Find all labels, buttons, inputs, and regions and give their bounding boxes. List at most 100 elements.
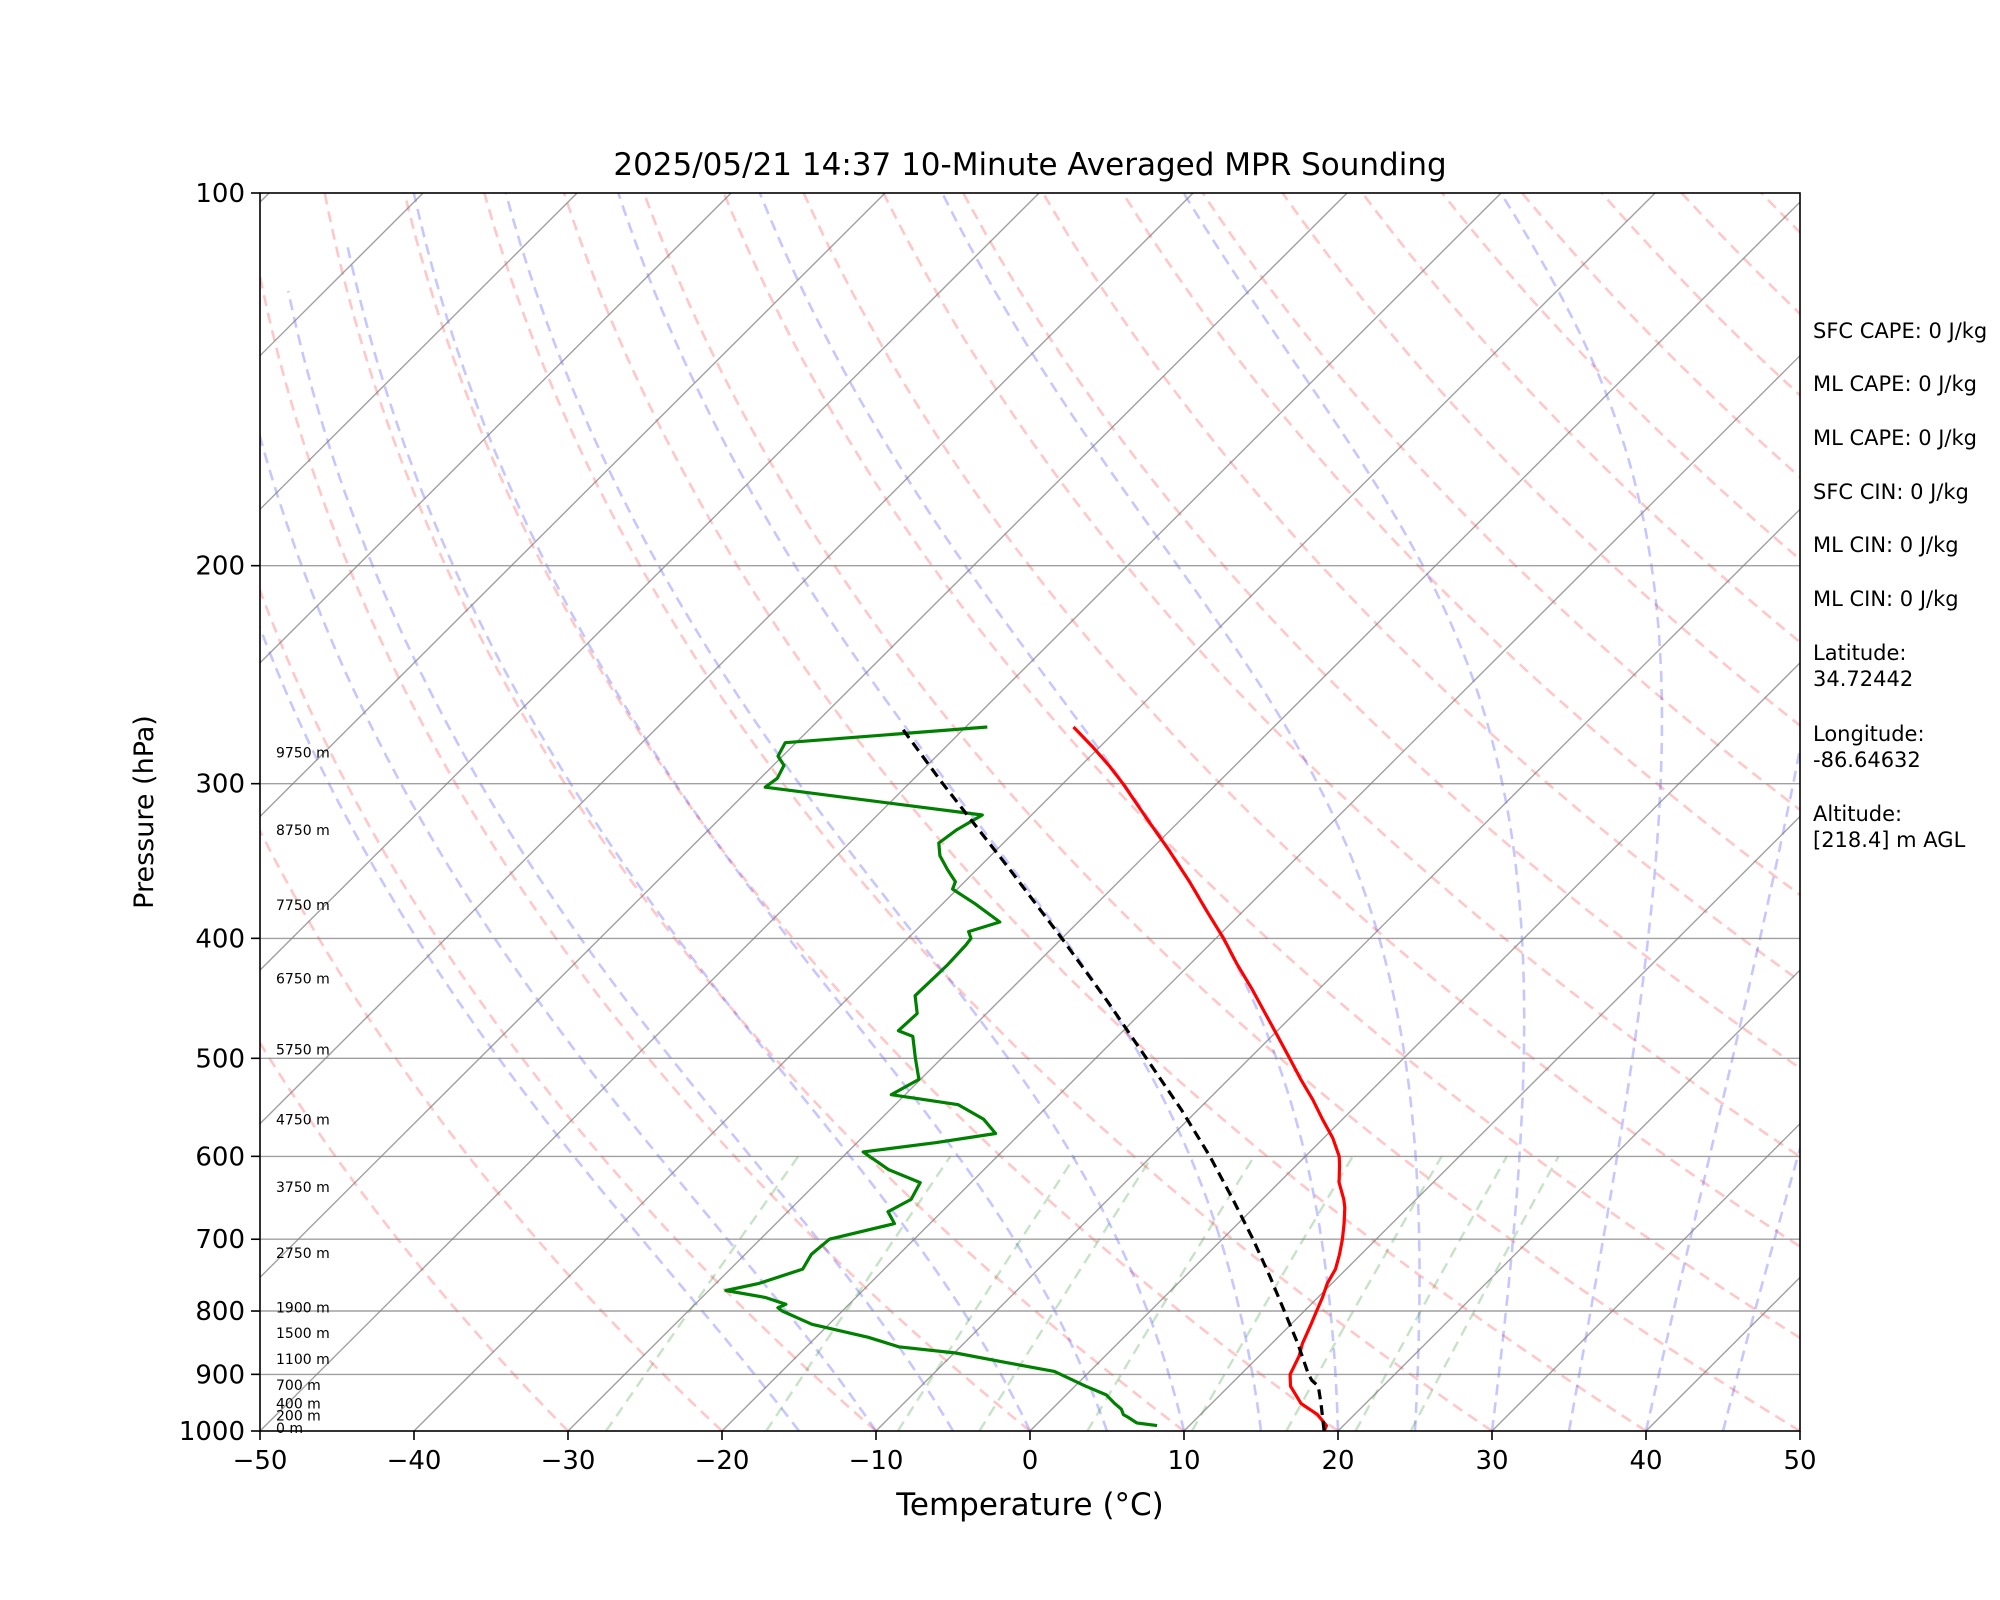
ml-cin-text-2: ML CIN: 0 J/kg: [1813, 587, 1959, 611]
y-tick-label: 1000: [179, 1417, 245, 1447]
height-label: 200 m: [276, 1409, 321, 1425]
altitude-value: [218.4] m AGL: [1813, 828, 1966, 852]
moist-adiabat-line: [1644, 742, 1800, 1431]
series-lines: [724, 725, 1347, 1431]
x-tick-label: −30: [541, 1446, 596, 1476]
y-tick-label: 200: [195, 552, 245, 582]
sfc-cin-text: SFC CIN: 0 J/kg: [1813, 480, 1969, 504]
dry-adiabat-line: [260, 269, 1031, 1431]
parcel-profile-line: [899, 726, 1326, 1431]
moist-adiabat-line: [345, 243, 1032, 1431]
height-label: 5750 m: [276, 1043, 330, 1059]
x-tick-label: 50: [1783, 1446, 1816, 1476]
moist-adiabat-line: [1499, 193, 1664, 1431]
longitude-label: Longitude:: [1813, 722, 1925, 746]
temperature-profile-line: [1072, 725, 1347, 1431]
height-label: 8750 m: [276, 823, 330, 839]
altitude-block: Altitude: [218.4] m AGL: [1813, 801, 1965, 853]
chart-title: 2025/05/21 14:37 10-Minute Averaged MPR …: [613, 147, 1446, 183]
height-label: 4750 m: [276, 1112, 330, 1128]
x-tick-label: 20: [1321, 1446, 1354, 1476]
moist-adiabat-line: [1721, 1143, 1800, 1431]
dewpoint-profile-line: [724, 725, 1158, 1428]
moist-adiabat-line: [412, 193, 1109, 1431]
dry-adiabat-line: [722, 193, 1800, 1340]
y-tick-label: 600: [195, 1142, 245, 1172]
height-label: 700 m: [276, 1378, 321, 1394]
y-tick-label: 500: [195, 1044, 245, 1074]
dry-adiabat-line: [962, 193, 1800, 1070]
ml-cape-text-2: ML CAPE: 0 J/kg: [1813, 426, 1978, 450]
mixing-ratio-line: [765, 1155, 952, 1431]
height-label: 1500 m: [276, 1326, 330, 1342]
height-label: 1900 m: [276, 1301, 330, 1317]
isotherm-line: [1183, 815, 1800, 1431]
y-tick-label: 800: [195, 1297, 245, 1327]
x-tick-label: −40: [387, 1446, 442, 1476]
isotherm-line: [721, 354, 1800, 1431]
latitude-block: Latitude: 34.72442: [1813, 640, 1913, 692]
x-tick-label: 40: [1629, 1446, 1662, 1476]
altitude-label: Altitude:: [1813, 802, 1903, 826]
isotherm-line: [260, 193, 1194, 1125]
isotherm-line: [1491, 1122, 1800, 1431]
mixing-ratio-line: [1409, 1155, 1560, 1431]
mixing-ratio-line: [1086, 1155, 1256, 1431]
isotherm-line: [875, 508, 1800, 1431]
axis-ticks: −50 −40 −30 −20 −10 0 10 20 30 40 50 100 200 300 400 50…: [179, 179, 1817, 1476]
x-tick-label: −10: [849, 1446, 904, 1476]
isotherm-line: [260, 193, 1348, 1279]
height-label: 7750 m: [276, 898, 330, 914]
grid-lines: [0, 193, 1800, 1431]
y-tick-label: 900: [195, 1360, 245, 1390]
mixing-ratio-line: [1190, 1155, 1354, 1431]
isotherm-line: [260, 193, 1040, 972]
x-tick-label: 10: [1167, 1446, 1200, 1476]
dry-adiabat-line: [882, 193, 1800, 1159]
height-label: 2750 m: [276, 1246, 330, 1262]
isotherm-line: [260, 193, 732, 664]
y-tick-label: 300: [195, 770, 245, 800]
isotherm-line: [1029, 661, 1800, 1431]
moist-adiabat-line: [1182, 193, 1526, 1431]
plot-frame: [259, 192, 1801, 1432]
mixing-ratio-line: [1285, 1155, 1443, 1431]
moist-adiabat-line: [758, 193, 1340, 1431]
latitude-label: Latitude:: [1813, 641, 1907, 665]
x-tick-label: −20: [695, 1446, 750, 1476]
x-axis-label: Temperature (°C): [895, 1487, 1164, 1523]
mixing-ratio-line: [978, 1155, 1154, 1431]
y-axis-label: Pressure (hPa): [129, 715, 160, 909]
ml-cin-text: ML CIN: 0 J/kg: [1813, 533, 1959, 557]
height-label: 6750 m: [276, 972, 330, 988]
mixing-ratio-line: [1354, 1155, 1508, 1431]
height-label: 0 m: [276, 1421, 303, 1437]
x-tick-label: 30: [1475, 1446, 1508, 1476]
y-tick-label: 400: [195, 924, 245, 954]
height-label: 9750 m: [276, 745, 330, 761]
mixing-ratio-line: [605, 1155, 800, 1431]
moist-adiabat-line: [260, 624, 801, 1431]
height-label: 1100 m: [276, 1352, 330, 1368]
dry-adiabat-line: [483, 193, 1493, 1431]
dry-adiabat-line: [403, 193, 1339, 1431]
isotherm-line: [0, 193, 115, 1431]
dry-adiabat-line: [260, 1040, 569, 1431]
x-tick-label: 0: [1022, 1446, 1039, 1476]
dry-adiabat-line: [642, 193, 1800, 1431]
moist-adiabat-line: [260, 431, 878, 1431]
isotherm-line: [567, 201, 1800, 1431]
moist-adiabat-line: [286, 290, 955, 1431]
x-tick-label: −50: [233, 1446, 288, 1476]
moist-adiabat-line: [617, 193, 1263, 1431]
height-label: 400 m: [276, 1396, 321, 1412]
background-lines: [260, 193, 1800, 1431]
dry-adiabat-line: [1121, 193, 1800, 897]
isotherm-line: [1337, 969, 1800, 1431]
dry-adiabat-line: [260, 827, 723, 1431]
moist-adiabat-line: [941, 193, 1421, 1431]
latitude-value: 34.72442: [1813, 667, 1914, 691]
mixing-ratio-line: [896, 1155, 1077, 1431]
